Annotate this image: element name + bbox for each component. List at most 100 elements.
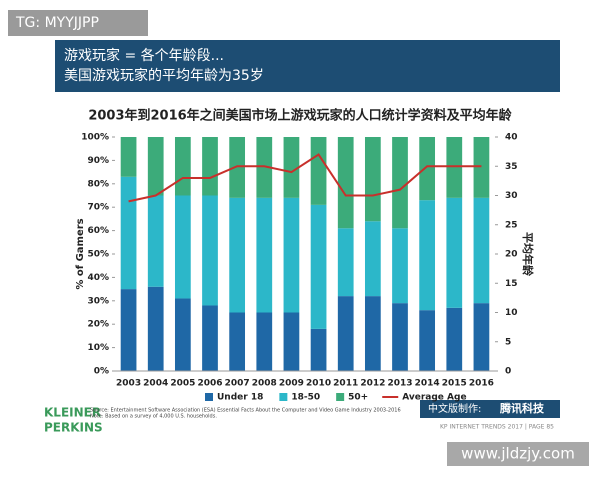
bar-segment xyxy=(147,286,164,371)
x-tick-label: 2007 xyxy=(225,379,250,389)
site-box xyxy=(447,442,589,466)
x-tick-label: 2016 xyxy=(469,379,494,389)
y-tick-label: 40% xyxy=(87,273,109,283)
credit-org: 腾讯科技 xyxy=(500,401,545,415)
credit-box xyxy=(420,400,560,418)
legend-label: 18-50 xyxy=(291,393,320,403)
bar-segment xyxy=(283,197,300,313)
bar-segment xyxy=(120,137,137,177)
y-tick-label: 20% xyxy=(87,320,109,330)
y-tick-label: 60% xyxy=(87,226,109,236)
x-tick-label: 2014 xyxy=(415,379,440,389)
legend-swatch xyxy=(336,393,345,401)
x-tick-label: 2003 xyxy=(116,379,141,389)
y2-tick-label: 35 xyxy=(505,162,518,172)
y-tick-label: 70% xyxy=(87,203,109,213)
site: www.jldzjy.com xyxy=(461,445,575,463)
x-tick-label: 2009 xyxy=(279,379,304,389)
bar-segment xyxy=(364,221,381,297)
line-series xyxy=(128,153,482,203)
bar-segment xyxy=(473,303,490,371)
x-tick-label: 2013 xyxy=(387,379,412,389)
y-tick-label: 10% xyxy=(87,343,109,353)
bar-segment xyxy=(283,137,300,198)
bar-segment xyxy=(202,195,218,306)
bar-segment xyxy=(256,312,273,371)
source: Source: Entertainment Software Associati… xyxy=(90,408,401,414)
page-number: KP INTERNET TRENDS 2017 | PAGE 85 xyxy=(440,424,554,431)
x-tick-label: 2006 xyxy=(197,379,222,389)
bar-segment xyxy=(419,310,436,371)
chart-title: 2003年到2016年之间美国市场上游戏玩家的人口统计学资料及平均年龄 xyxy=(88,108,512,124)
y2-tick-label: 30 xyxy=(505,191,518,201)
bar-segment xyxy=(392,137,408,229)
y2-tick-label: 0 xyxy=(505,367,511,377)
bar-segment xyxy=(120,176,137,290)
x-tick-label: 2004 xyxy=(143,379,168,389)
bar-segment xyxy=(392,228,408,304)
bar-segment xyxy=(337,228,354,297)
y-tick-label: 50% xyxy=(87,250,109,260)
bar-segment xyxy=(473,197,490,304)
y-tick-label: 0% xyxy=(94,367,109,377)
bar-segment xyxy=(174,298,191,371)
watermark-box xyxy=(8,10,148,36)
y-axis-label: % of Gamers xyxy=(75,218,86,289)
legend-swatch xyxy=(205,393,213,401)
header-line: 游戏玩家 = 各个年龄段... xyxy=(64,47,224,64)
bar-segment xyxy=(446,307,463,371)
y2-tick-label: 20 xyxy=(505,250,518,260)
y-tick-label: 100% xyxy=(81,133,109,143)
watermark: TG: MYYJJPP xyxy=(15,15,99,31)
y2-tick-label: 40 xyxy=(505,133,518,143)
bar-segment xyxy=(364,296,381,371)
bar-segment xyxy=(147,137,164,196)
y-tick-label: 30% xyxy=(87,296,109,306)
y2-tick-label: 25 xyxy=(505,220,518,230)
bar-segment xyxy=(337,137,354,229)
bar-segment xyxy=(446,197,463,308)
bar-segment xyxy=(256,137,273,198)
bar-segment xyxy=(364,137,381,222)
x-tick-label: 2011 xyxy=(333,379,358,389)
brand: KLEINER xyxy=(44,406,101,420)
bar-segment xyxy=(256,197,273,313)
note: Note: Based on a survey of 4,000 U.S. ho… xyxy=(90,414,217,420)
legend-label: Under 18 xyxy=(217,393,263,403)
bar-segment xyxy=(229,197,246,313)
legend-label: 50+ xyxy=(348,393,368,403)
bar-segment xyxy=(229,312,246,371)
y-tick-label: 80% xyxy=(87,179,109,189)
y-tick-label: 90% xyxy=(87,156,109,166)
x-tick-label: 2015 xyxy=(442,379,467,389)
x-tick-label: 2012 xyxy=(360,379,385,389)
bar-segment xyxy=(229,137,246,198)
bar-segment xyxy=(202,137,218,196)
bar-segment xyxy=(473,137,490,198)
bar-segment xyxy=(174,137,191,196)
bar-segment xyxy=(419,200,436,311)
header-line: 美国游戏玩家的平均年龄为35岁 xyxy=(64,67,264,84)
legend-label: Average Age xyxy=(402,393,466,403)
brand: PERKINS xyxy=(44,421,103,435)
x-tick-label: 2008 xyxy=(252,379,277,389)
bar-segment xyxy=(283,312,300,371)
x-tick-label: 2005 xyxy=(170,379,195,389)
y2-tick-label: 5 xyxy=(505,337,511,347)
bar-segment xyxy=(147,195,164,287)
bar-segment xyxy=(446,137,463,198)
bar-segment xyxy=(310,204,327,329)
y2-axis-label: 平均年龄 xyxy=(521,232,535,277)
x-tick-label: 2010 xyxy=(306,379,331,389)
bar-segment xyxy=(337,296,354,371)
y2-tick-label: 10 xyxy=(505,308,518,318)
bar-segment xyxy=(120,289,137,371)
bar-segment xyxy=(310,137,327,205)
credit-label: 中文版制作: xyxy=(428,402,481,415)
bar-segment xyxy=(174,195,191,299)
y2-tick-label: 15 xyxy=(505,279,518,289)
legend-swatch xyxy=(279,393,288,401)
bar-segment xyxy=(202,305,218,371)
header-band xyxy=(55,40,560,92)
